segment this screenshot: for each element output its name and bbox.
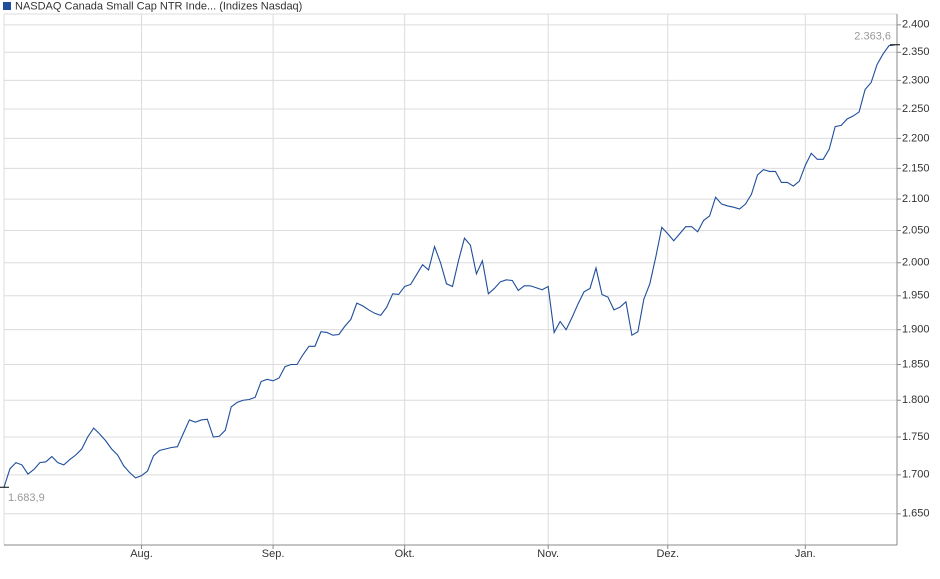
y-tick-label: 1.700	[902, 469, 930, 481]
y-tick-label: 2.150	[902, 162, 930, 174]
x-tick-label: Okt.	[395, 548, 415, 560]
y-tick-label: 1.650	[902, 508, 930, 520]
y-tick-label: 2.050	[902, 224, 930, 236]
y-tick-label: 1.850	[902, 358, 930, 370]
x-tick-label: Dez.	[656, 548, 679, 560]
y-tick-label: 2.400	[902, 19, 930, 31]
y-tick-label: 1.750	[902, 431, 930, 443]
y-tick-label: 2.000	[902, 257, 930, 269]
x-tick-label: Jan.	[795, 548, 816, 560]
legend-swatch	[3, 2, 11, 10]
x-tick-label: Nov.	[537, 548, 559, 560]
value-label: 2.363,6	[854, 31, 891, 43]
y-tick-label: 2.200	[902, 132, 930, 144]
y-tick-label: 2.100	[902, 193, 930, 205]
x-tick-label: Sep.	[262, 548, 285, 560]
x-tick-label: Aug.	[130, 548, 153, 560]
y-tick-label: 1.800	[902, 394, 930, 406]
value-label: 1.683,9	[8, 492, 45, 504]
y-tick-label: 1.900	[902, 324, 930, 336]
y-tick-label: 2.300	[902, 74, 930, 86]
price-line	[3, 44, 896, 488]
y-tick-label: 2.350	[902, 46, 930, 58]
y-tick-label: 1.950	[902, 290, 930, 302]
chart-title: NASDAQ Canada Small Cap NTR Inde... (Ind…	[15, 0, 302, 12]
y-tick-label: 2.250	[902, 103, 930, 115]
